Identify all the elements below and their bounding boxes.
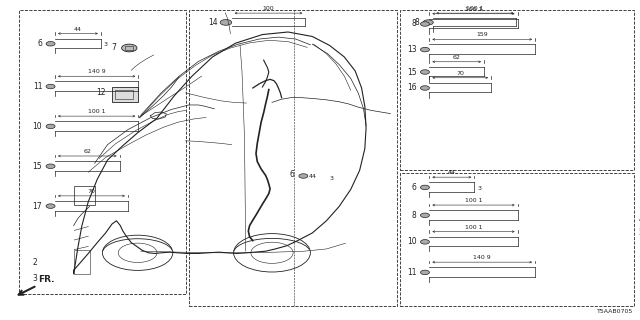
Bar (112, 87, 138, 102)
Circle shape (420, 185, 429, 190)
Text: 44: 44 (309, 173, 317, 179)
Text: 3: 3 (33, 274, 38, 283)
Text: 8: 8 (415, 18, 419, 27)
Bar (74, 186, 95, 205)
Circle shape (420, 240, 429, 244)
Text: 11: 11 (407, 268, 417, 277)
Circle shape (122, 44, 137, 52)
Circle shape (423, 20, 433, 25)
Text: 13: 13 (407, 45, 417, 54)
Circle shape (420, 22, 429, 26)
Text: 70: 70 (456, 71, 464, 76)
Bar (189, 10, 397, 306)
Text: 16: 16 (407, 84, 417, 92)
Text: T5AAB0705: T5AAB0705 (597, 308, 634, 314)
Circle shape (420, 47, 429, 52)
Text: 15: 15 (33, 162, 42, 171)
Text: 15: 15 (407, 68, 417, 76)
Text: 70: 70 (88, 189, 95, 194)
Text: 12: 12 (96, 88, 106, 97)
Bar (400, 10, 634, 170)
Text: 140 9: 140 9 (474, 255, 491, 260)
Text: 5: 5 (639, 228, 640, 237)
Circle shape (46, 204, 55, 208)
Text: 17: 17 (33, 202, 42, 211)
Circle shape (420, 70, 429, 74)
Text: 10: 10 (33, 122, 42, 131)
Text: 100 1: 100 1 (466, 6, 484, 11)
Circle shape (420, 86, 429, 90)
Text: 1: 1 (639, 77, 640, 86)
Circle shape (420, 270, 429, 275)
Text: 159: 159 (476, 32, 488, 37)
Text: 100 1: 100 1 (465, 7, 482, 12)
Text: 10: 10 (407, 237, 417, 246)
Text: 11: 11 (33, 82, 42, 91)
Text: 100 1: 100 1 (465, 198, 482, 203)
Text: 140 9: 140 9 (88, 69, 106, 74)
Text: 6: 6 (289, 170, 294, 179)
Circle shape (420, 213, 429, 218)
Bar (19, 10, 186, 294)
Text: 100 1: 100 1 (88, 109, 106, 114)
Text: 62: 62 (452, 55, 461, 60)
Text: 8: 8 (412, 211, 417, 220)
Text: 8: 8 (412, 20, 417, 28)
Bar (115, 90, 133, 99)
Bar (74, 250, 90, 274)
Text: 3: 3 (477, 186, 481, 190)
Text: 4: 4 (639, 215, 640, 224)
Text: 3: 3 (104, 42, 108, 47)
Text: 3: 3 (330, 176, 333, 181)
Text: 6: 6 (37, 39, 42, 48)
Bar (125, 46, 133, 50)
Text: FR.: FR. (38, 275, 55, 284)
Text: 14: 14 (208, 18, 218, 27)
Circle shape (299, 174, 308, 178)
Circle shape (46, 84, 55, 89)
Circle shape (220, 20, 232, 25)
Circle shape (46, 124, 55, 129)
Text: 100 1: 100 1 (465, 225, 482, 230)
Circle shape (46, 164, 55, 168)
Text: 44: 44 (74, 27, 82, 32)
Text: 44: 44 (448, 170, 456, 175)
Bar (400, 173, 634, 306)
Text: 62: 62 (83, 149, 92, 154)
Circle shape (46, 42, 55, 46)
Text: 7: 7 (111, 44, 116, 52)
Text: 100: 100 (262, 6, 275, 11)
Text: 6: 6 (412, 183, 417, 192)
Text: 2: 2 (33, 258, 38, 267)
